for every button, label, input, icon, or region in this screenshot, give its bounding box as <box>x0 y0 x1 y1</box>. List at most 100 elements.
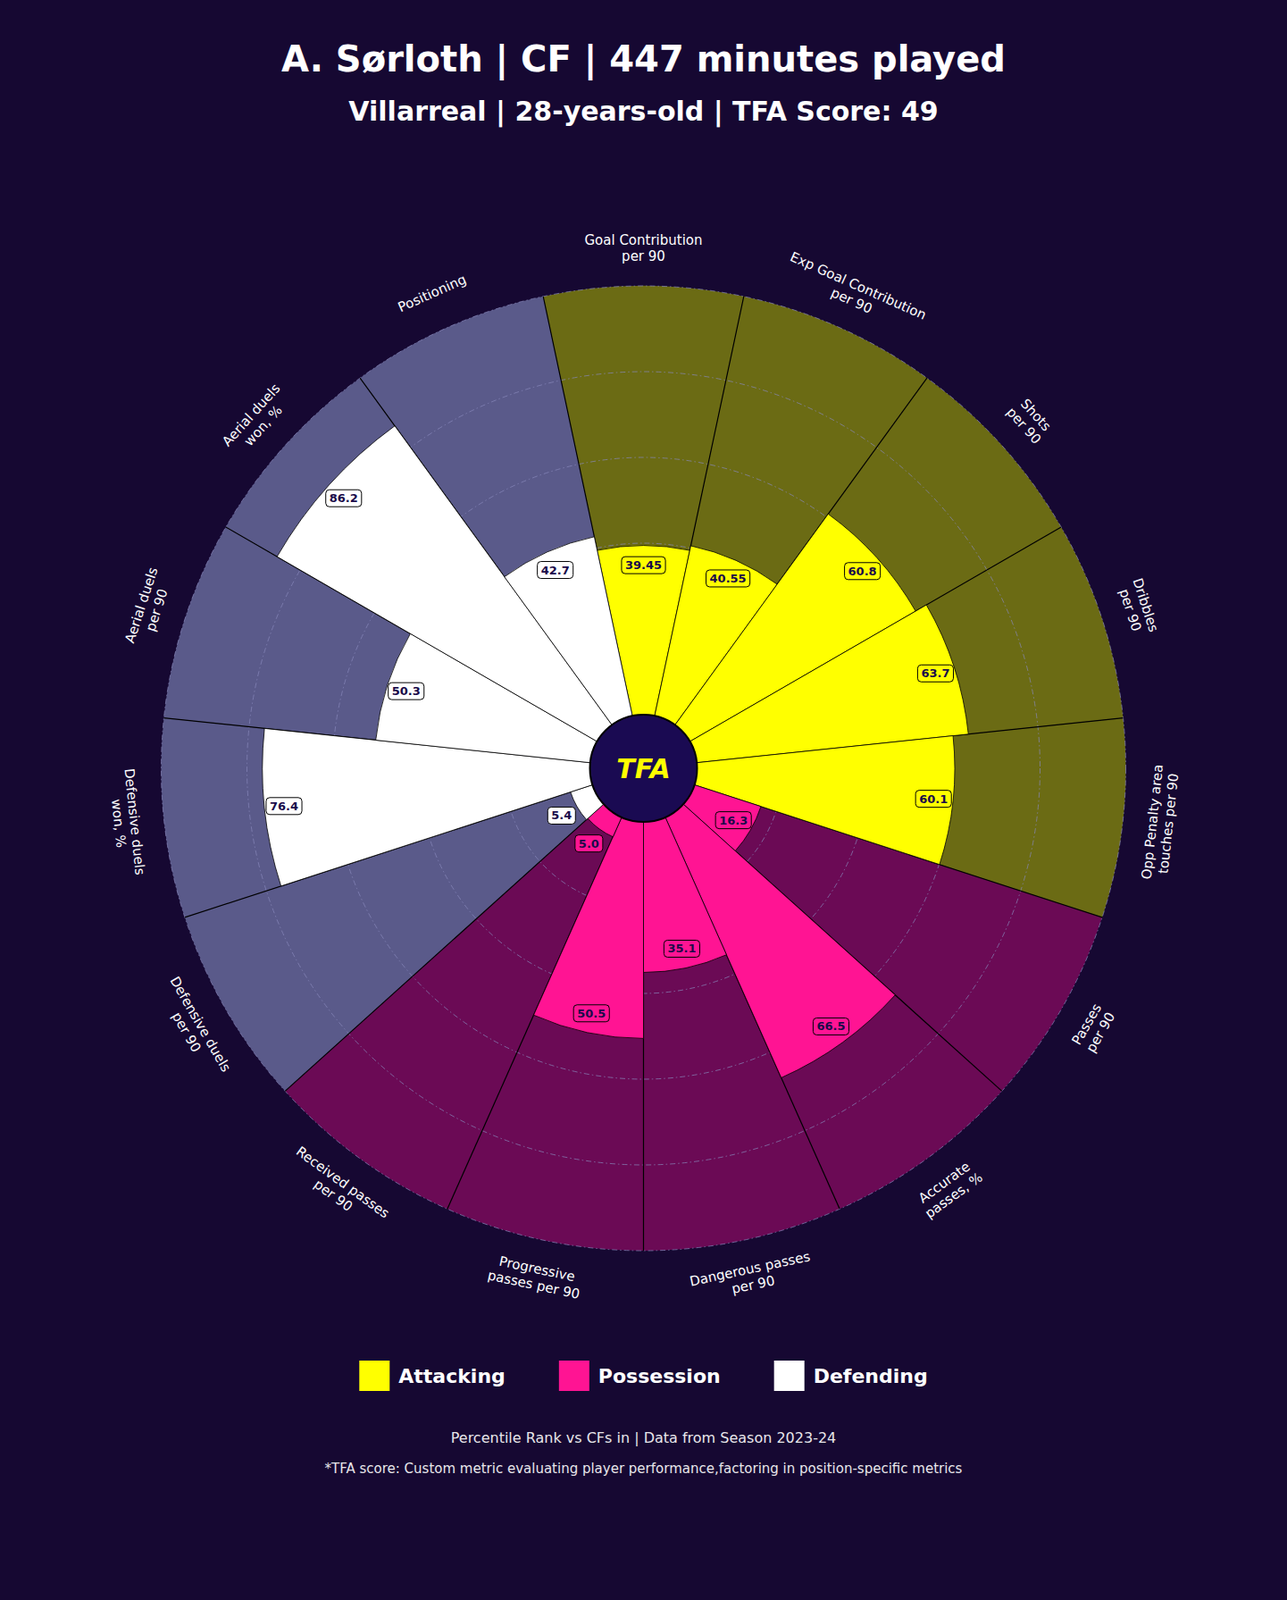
data-label: 39.45 <box>625 558 662 572</box>
background-wedges <box>161 285 1127 1251</box>
category-label-line: per 90 <box>1115 586 1145 634</box>
category-label-line: per 90 <box>168 1009 205 1055</box>
category-labels: Goal Contributionper 90Exp Goal Contribu… <box>105 232 1183 1305</box>
category-label-line: per 90 <box>310 1176 356 1215</box>
category-label-line: won, % <box>108 798 130 849</box>
data-label: 50.5 <box>576 1006 606 1020</box>
legend-item: Possession <box>559 1360 721 1391</box>
footnote: *TFA score: Custom metric evaluating pla… <box>325 1460 963 1477</box>
data-label-group: 66.5 <box>812 1017 849 1035</box>
category-label-line: Defensive duels <box>167 973 235 1075</box>
data-label-box <box>325 489 362 507</box>
category-label-line: passes, % <box>921 1169 986 1222</box>
data-label: 66.5 <box>816 1019 845 1033</box>
data-label-group: 60.1 <box>915 790 952 808</box>
data-label-group: 63.7 <box>917 664 953 682</box>
category-label-line: per 90 <box>828 284 876 317</box>
data-label-box <box>537 561 574 579</box>
category-label-line: per 90 <box>1002 403 1045 447</box>
legend-item: Attacking <box>359 1360 506 1391</box>
category-label: Dangerous passesper 90 <box>688 1247 816 1305</box>
data-label: 5.4 <box>551 808 572 822</box>
data-label: 16.3 <box>718 813 748 828</box>
title: A. Sørloth | CF | 447 minutes played <box>281 38 1006 82</box>
grid <box>161 285 1127 1251</box>
category-label: Received passesper 90 <box>284 1143 393 1235</box>
data-label-group: 40.55 <box>706 569 751 587</box>
data-label-box <box>663 939 700 957</box>
data-label-group: 39.45 <box>621 556 666 574</box>
category-label: Aerial duelswon, % <box>218 380 296 461</box>
legend-label: Possession <box>598 1364 721 1388</box>
legend-swatch <box>774 1360 805 1391</box>
value-wedge <box>534 817 644 1039</box>
category-label-line: Exp Goal Contribution <box>787 248 929 323</box>
category-label: Progressivepasses per 90 <box>485 1251 585 1303</box>
category-label: Goal Contributionper 90 <box>584 232 702 265</box>
background <box>0 0 1287 1600</box>
center-label: TFA <box>616 752 670 785</box>
category-label: Defensive duelswon, % <box>105 767 149 878</box>
legend-swatch <box>559 1360 590 1391</box>
data-label-group: 5.0 <box>575 835 603 853</box>
data-label: 42.7 <box>541 563 570 577</box>
data-label-box <box>706 569 751 587</box>
category-label-line: per 90 <box>1082 1009 1119 1055</box>
category-label: Opp Penalty areatouches per 90 <box>1138 763 1183 882</box>
value-wedge <box>504 536 633 726</box>
data-label: 35.1 <box>667 941 696 955</box>
data-label-box <box>621 556 666 574</box>
data-label: 76.4 <box>269 799 299 813</box>
category-label-line: per 90 <box>730 1271 777 1297</box>
category-label: Exp Goal Contributionper 90 <box>781 248 929 338</box>
category-label-line: Goal Contribution <box>584 232 702 249</box>
chart-root: A. Sørloth | CF | 447 minutes played Vill… <box>0 0 1287 1600</box>
subtitle: Villarreal | 28-years-old | TFA Score: 4… <box>348 95 938 128</box>
category-label: Passesper 90 <box>1068 1000 1119 1056</box>
footnote: Percentile Rank vs CFs in | Data from Se… <box>451 1429 837 1446</box>
data-label: 50.3 <box>392 684 421 698</box>
data-label-box <box>715 811 752 829</box>
data-labels: 39.45 40.55 60.8 63.7 60.1 16.3 66.5 35.1 50.5 5.… <box>266 489 954 1035</box>
legend-label: Attacking <box>398 1364 506 1388</box>
category-label: Positioning <box>395 270 469 316</box>
data-label: 60.1 <box>919 792 948 806</box>
data-label-box <box>547 806 576 824</box>
grid-circle <box>161 285 1127 1251</box>
category-label: Dribblesper 90 <box>1113 576 1162 639</box>
data-label: 5.0 <box>578 836 600 851</box>
data-label-box <box>915 790 952 808</box>
category-label: Aerial duelsper 90 <box>121 565 176 651</box>
data-label-box <box>388 682 425 700</box>
legend-item: Defending <box>774 1360 928 1391</box>
data-label-group: 50.3 <box>388 682 425 700</box>
category-label-line: touches per 90 <box>1154 772 1182 875</box>
data-label-group: 60.8 <box>844 562 881 580</box>
data-label: 60.8 <box>848 564 878 578</box>
category-label-line: per 90 <box>621 248 666 265</box>
data-label-box <box>573 1004 610 1022</box>
legend-swatch <box>359 1360 390 1391</box>
data-label-group: 86.2 <box>325 489 362 507</box>
legend-label: Defending <box>813 1364 928 1388</box>
category-label-line: passes per 90 <box>485 1266 581 1302</box>
category-label-line: Received passes <box>292 1143 393 1222</box>
category-label-line: Positioning <box>395 270 469 316</box>
center-disc <box>590 714 698 822</box>
data-label-group: 5.4 <box>547 806 576 824</box>
category-label: Accuratepasses, % <box>912 1155 987 1221</box>
data-label: 40.55 <box>710 571 747 585</box>
data-label-group: 42.7 <box>537 561 574 579</box>
data-label-group: 35.1 <box>663 939 700 957</box>
data-label: 63.7 <box>920 666 950 680</box>
category-label-line: won, % <box>241 401 286 450</box>
data-label-group: 16.3 <box>715 811 752 829</box>
category-label: Defensive duelsper 90 <box>152 973 234 1083</box>
category-label-line: per 90 <box>142 586 171 634</box>
data-label: 86.2 <box>329 491 359 505</box>
data-label-box <box>844 562 881 580</box>
data-label-box <box>575 835 603 853</box>
legend: Attacking Possession Defending <box>359 1360 928 1391</box>
value-wedge <box>643 817 728 973</box>
data-label-group: 76.4 <box>266 797 302 815</box>
